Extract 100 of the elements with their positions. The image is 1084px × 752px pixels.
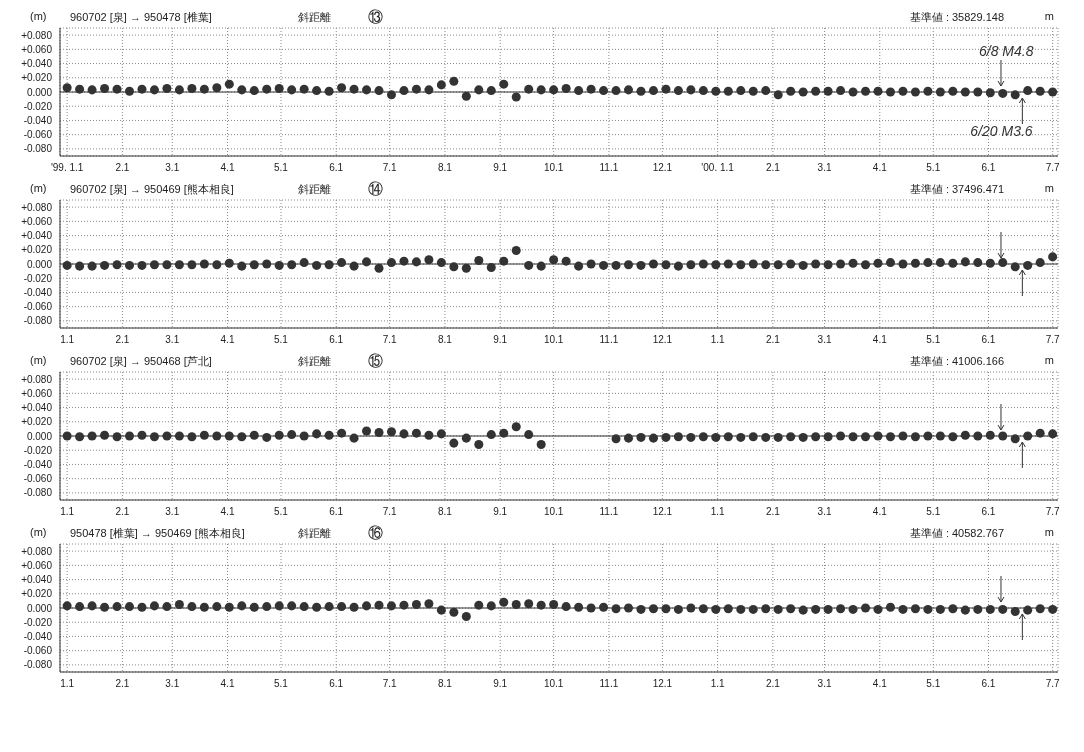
x-tick-label: '00. 1.1 [701,162,735,174]
chart-subtitle: 斜距離 [298,10,331,25]
x-tick-label: 10.1 [543,334,564,346]
x-tick-label: 9.1 [493,162,508,174]
x-tick-label: 11.1 [599,334,619,346]
x-tick-label: 5.1 [926,334,941,346]
chart-title: 950478 [椎葉] → 950469 [熊本相良] [70,526,245,541]
x-tick-label: 4.1 [872,162,888,174]
x-tick-label: 9.1 [493,334,508,346]
x-tick-label: 11.1 [599,506,619,518]
x-tick-label: 12.1 [652,506,673,518]
x-tick-label: 3.1 [165,506,180,518]
chart-title: 960702 [泉] → 950468 [芦北] [70,354,212,369]
y-tick-label: -0.040 [23,286,53,298]
x-tick-label: 1.1 [60,334,75,346]
x-tick-label: 2.1 [765,506,781,518]
y-axis-title: (m) [30,354,47,366]
y-axis-title: (m) [30,182,47,194]
y-tick-label: -0.040 [23,630,53,642]
chart-title: 960702 [泉] → 950478 [椎葉] [70,10,212,25]
x-tick-label: 5.1 [274,678,289,690]
x-tick-label: 8.1 [437,162,453,174]
text: ⑯ [368,524,383,543]
x-tick-label: 3.1 [817,334,832,346]
y-tick-label: +0.020 [21,244,53,256]
x-tick-label: 10.1 [543,162,564,174]
x-tick-label: 7.1 [382,678,398,690]
chart-subtitle: 斜距離 [298,182,331,197]
x-tick-label: 2.1 [115,162,130,174]
x-tick-label: 5.1 [926,506,941,518]
x-tick-label: 4.1 [220,678,235,690]
y-tick-label: -0.020 [23,100,53,112]
text: m [1044,354,1054,366]
y-tick-label: -0.060 [23,129,53,141]
y-tick-label: -0.080 [23,315,53,327]
y-tick-label: 0.000 [26,430,53,442]
x-tick-label: 12.1 [652,334,673,346]
x-tick-label: 1.1 [60,506,75,518]
x-tick-label: 5.1 [274,334,289,346]
y-tick-label: -0.020 [23,444,53,456]
chart-subtitle: 斜距離 [298,354,331,369]
x-tick-label: 9.1 [493,678,508,690]
x-tick-label: 8.1 [437,506,453,518]
x-tick-label: 6.1 [329,678,344,690]
x-tick-label: 1.1 [60,678,75,690]
chart-title: 960702 [泉] → 950469 [熊本相良] [70,182,234,197]
x-tick-label: 2.1 [115,334,130,346]
x-tick-label: 3.1 [165,678,180,690]
x-tick-label: 6.1 [981,162,996,174]
x-tick-label: 6.1 [981,678,996,690]
y-tick-label: -0.060 [23,301,53,313]
text: m [1044,526,1054,538]
y-tick-label: +0.080 [21,545,53,557]
x-tick-label: 10.1 [543,506,564,518]
y-tick-label: +0.080 [21,201,53,213]
text: 基準値 : 41006.166 [909,354,1004,369]
y-tick-label: +0.020 [21,416,53,428]
x-tick-label: 2.1 [765,678,781,690]
x-tick-label: 12.1 [652,678,673,690]
x-tick-label: 11.1 [599,162,619,174]
x-tick-label: 5.1 [926,678,941,690]
x-tick-label: 8.1 [437,334,453,346]
text: m [1044,10,1054,22]
annotation: 6/20 M3.6 [970,123,1033,139]
x-tick-label: 8.1 [437,678,453,690]
x-tick-label: 3.1 [817,506,832,518]
y-tick-label: -0.020 [23,616,53,628]
x-tick-label: 6.1 [981,334,996,346]
x-tick-label: 7.1 [382,162,398,174]
text: ⑬ [368,8,383,27]
y-tick-label: +0.060 [21,387,53,399]
x-tick-label: 7.7 [1045,162,1061,174]
text: 基準値 : 37496.471 [909,182,1004,197]
y-tick-label: -0.080 [23,143,53,155]
y-axis-title: (m) [30,10,47,22]
x-tick-label: 1.1 [710,334,725,346]
y-tick-label: +0.060 [21,215,53,227]
x-tick-label: 10.1 [543,678,564,690]
y-tick-label: +0.080 [21,29,53,41]
chart-subtitle: 斜距離 [298,526,331,541]
y-tick-label: -0.080 [23,659,53,671]
y-tick-label: +0.060 [21,43,53,55]
y-tick-label: +0.060 [21,559,53,571]
x-tick-label: 7.7 [1045,678,1061,690]
y-tick-label: +0.040 [21,402,53,414]
y-tick-label: +0.020 [21,72,53,84]
text: 基準値 : 35829.148 [909,10,1004,25]
x-tick-label: 5.1 [926,162,941,174]
text: ⑮ [368,352,383,371]
y-tick-label: -0.040 [23,458,53,470]
text: ⑭ [368,180,383,199]
y-tick-label: 0.000 [26,602,53,614]
y-tick-label: 0.000 [26,258,53,270]
x-tick-label: 4.1 [220,334,235,346]
y-tick-label: +0.040 [21,58,53,70]
x-tick-label: 7.7 [1045,506,1061,518]
x-tick-label: 3.1 [817,162,832,174]
x-tick-label: 1.1 [710,506,725,518]
x-tick-label: 2.1 [115,506,130,518]
x-tick-label: 7.1 [382,506,398,518]
